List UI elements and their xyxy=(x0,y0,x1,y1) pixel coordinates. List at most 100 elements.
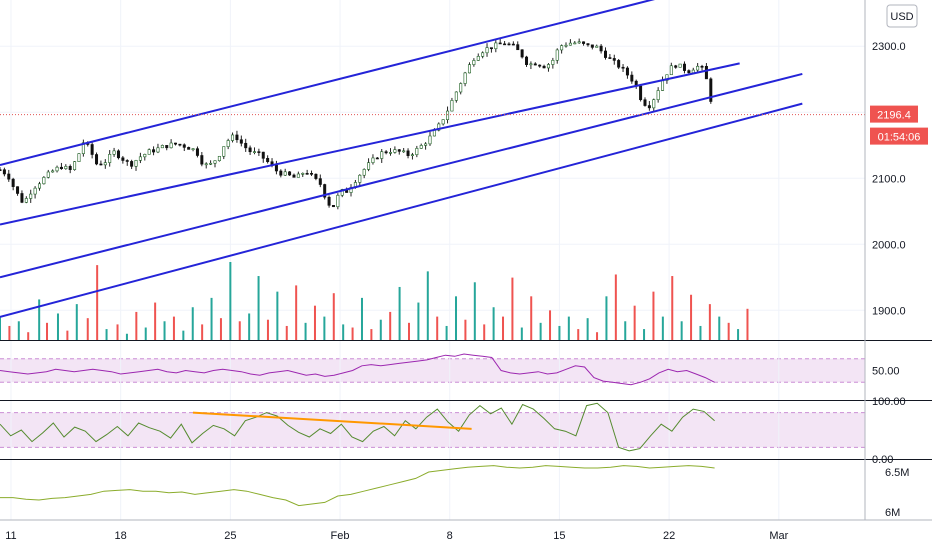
candle-body xyxy=(178,143,182,146)
candle-body xyxy=(191,148,195,150)
volume-bar xyxy=(332,293,335,340)
candle-body xyxy=(696,65,700,71)
volume-bar xyxy=(285,325,288,340)
candle-body xyxy=(481,52,485,57)
candle-body xyxy=(125,160,129,162)
channel-line[interactable] xyxy=(0,102,803,318)
candle-body xyxy=(231,134,235,141)
candle-body xyxy=(582,41,586,44)
candle-body xyxy=(152,149,156,153)
pane-separators[interactable] xyxy=(0,340,932,460)
candle-body xyxy=(555,49,559,61)
candle-body xyxy=(647,105,651,109)
volume-bar xyxy=(596,332,599,340)
candle-body xyxy=(213,160,217,164)
last-price-tag: 2196.4 01:54:06 xyxy=(870,105,928,145)
price-candles[interactable] xyxy=(0,38,713,210)
channel-line[interactable] xyxy=(0,0,677,167)
candle-body xyxy=(573,42,577,45)
volume-bar xyxy=(455,296,458,340)
rsi-tick-label: 50.00 xyxy=(872,366,900,378)
volume-bar xyxy=(690,294,693,340)
chart-grid xyxy=(0,0,865,520)
volume-bar xyxy=(680,321,683,340)
candle-body xyxy=(415,148,419,156)
volume-bar xyxy=(266,319,269,340)
channel-line[interactable] xyxy=(0,62,740,226)
volume-bar xyxy=(8,325,11,340)
candle-body xyxy=(116,150,120,159)
candle-body xyxy=(73,161,77,170)
volume-bar xyxy=(511,277,514,340)
candle-body xyxy=(485,47,489,54)
candle-body xyxy=(37,183,41,189)
candle-body xyxy=(682,63,686,71)
volume-bar xyxy=(530,296,533,340)
candle-body xyxy=(639,85,643,101)
volume-bar xyxy=(105,329,108,340)
candle-body xyxy=(375,157,379,160)
candle-body xyxy=(336,194,340,208)
candle-body xyxy=(551,59,555,65)
volume-bar xyxy=(661,316,664,340)
candle-body xyxy=(305,172,309,175)
candle-body xyxy=(42,177,46,185)
candle-body xyxy=(108,154,112,163)
obv-tick-label: 6.5M xyxy=(885,467,909,479)
candle-body xyxy=(568,42,572,46)
candle-body xyxy=(169,142,173,149)
stochastic-trendline[interactable] xyxy=(192,411,472,430)
stochastic-line xyxy=(0,402,715,452)
candle-body xyxy=(437,123,441,131)
candle-body xyxy=(656,90,660,100)
candle-body xyxy=(652,99,656,109)
candle-body xyxy=(340,189,344,196)
channel-line[interactable] xyxy=(0,72,803,279)
volume-bar xyxy=(699,325,702,340)
volume-bar xyxy=(0,316,1,340)
candle-body xyxy=(529,63,533,66)
candle-body xyxy=(489,47,493,50)
candle-body xyxy=(121,157,125,161)
candle-body xyxy=(138,156,142,161)
candle-body xyxy=(33,187,37,195)
candle-body xyxy=(226,140,230,147)
candle-body xyxy=(257,151,261,153)
candle-body xyxy=(612,58,616,61)
candle-body xyxy=(310,173,314,175)
candle-body xyxy=(20,193,24,203)
candle-body xyxy=(476,56,480,61)
volume-bar xyxy=(558,325,561,340)
candle-body xyxy=(55,166,59,172)
bar-countdown: 01:54:06 xyxy=(878,132,921,144)
candle-body xyxy=(217,155,221,162)
candle-body xyxy=(503,43,507,46)
candle-body xyxy=(665,74,669,81)
volume-bar xyxy=(219,318,222,340)
candle-body xyxy=(441,119,445,125)
volume-bar xyxy=(144,327,147,340)
obv-line xyxy=(0,465,715,507)
candle-body xyxy=(564,44,568,47)
candle-body xyxy=(81,142,85,154)
candle-body xyxy=(630,74,634,82)
volume-bar xyxy=(708,304,711,340)
volume-bar xyxy=(746,308,749,340)
channel-lines[interactable] xyxy=(0,0,803,318)
currency-badge[interactable]: USD xyxy=(886,4,918,28)
indicator-band-fill xyxy=(0,412,865,448)
volume-bar xyxy=(473,282,476,340)
volume-bar xyxy=(304,322,307,340)
candle-body xyxy=(2,169,6,175)
candle-body xyxy=(542,65,546,69)
candle-body xyxy=(577,41,581,44)
candle-body xyxy=(327,196,331,206)
last-price-value: 2196.4 xyxy=(877,110,911,122)
candle-body xyxy=(621,66,625,69)
candle-body xyxy=(700,65,704,68)
time-axis[interactable]: 11 18 25 Feb 8 15 22 Mar xyxy=(5,530,788,542)
candle-body xyxy=(103,162,107,166)
candle-body xyxy=(292,174,296,178)
volume-bar xyxy=(313,305,316,340)
